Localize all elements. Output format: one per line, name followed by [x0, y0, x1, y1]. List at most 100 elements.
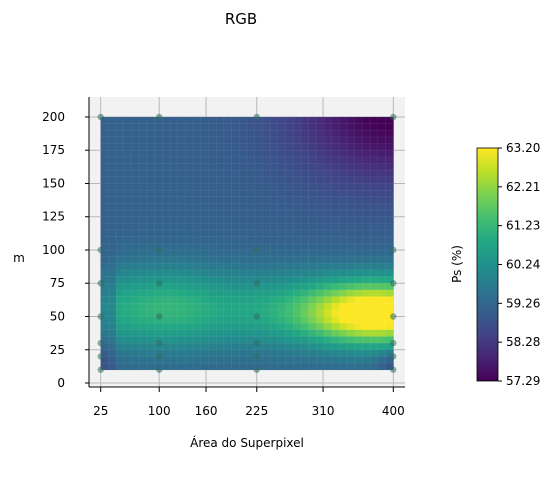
- heatmap-cell: [362, 203, 371, 211]
- heatmap-cell: [246, 150, 256, 158]
- heatmap-cell: [169, 289, 179, 298]
- heatmap-cell: [123, 143, 133, 151]
- heatmap-cell: [293, 356, 302, 364]
- heatmap-cell: [346, 349, 356, 357]
- heatmap-cell: [115, 156, 125, 165]
- heatmap-cell: [231, 269, 240, 278]
- heatmap-cell: [277, 362, 287, 371]
- heatmap-cell: [162, 130, 171, 138]
- heatmap-cell: [100, 223, 109, 231]
- heatmap-cell: [293, 223, 302, 231]
- heatmap-cell: [239, 302, 248, 311]
- colorbar-tick-label: 59.26: [506, 296, 540, 310]
- heatmap-cell: [100, 183, 109, 191]
- heatmap-cell: [138, 143, 148, 151]
- heatmap-cell: [239, 196, 248, 204]
- heatmap-cell: [223, 183, 233, 191]
- heatmap-cell: [300, 309, 310, 318]
- heatmap-cell: [323, 183, 333, 191]
- heatmap-cell: [254, 256, 263, 264]
- heatmap-cell: [285, 316, 294, 324]
- heatmap-cell: [123, 229, 133, 238]
- heatmap-cell: [362, 276, 371, 284]
- colorbar: 57.29 58.28 59.26 60.24 61.23 62.21 63.20 Ps (…: [450, 141, 540, 388]
- heatmap-cell: [277, 236, 287, 244]
- heatmap-cell: [146, 263, 156, 271]
- heatmap-cell: [354, 243, 364, 251]
- heatmap-cell: [131, 336, 140, 344]
- heatmap-cell: [316, 143, 325, 151]
- heatmap-cell: [100, 130, 109, 138]
- y-axis-label: m: [13, 251, 25, 265]
- heatmap-cell: [185, 362, 194, 371]
- heatmap-cell: [323, 123, 333, 131]
- heatmap-cell: [131, 163, 140, 171]
- heatmap-cell: [208, 316, 217, 324]
- heatmap-cell: [377, 349, 387, 357]
- heatmap-cell: [192, 249, 202, 258]
- heatmap-cell: [108, 356, 117, 364]
- heatmap-cell: [200, 329, 210, 337]
- heatmap-cell: [223, 223, 233, 231]
- heatmap-cell: [231, 263, 240, 271]
- heatmap-cell: [108, 163, 117, 171]
- heatmap-cell: [115, 223, 125, 231]
- heatmap-cell: [215, 289, 225, 298]
- heatmap-cell: [115, 329, 125, 337]
- heatmap-cell: [154, 209, 163, 218]
- heatmap-cell: [115, 163, 125, 171]
- heatmap-cell: [308, 283, 317, 291]
- heatmap-cell: [138, 342, 148, 351]
- heatmap-cell: [231, 336, 240, 344]
- heatmap-cell: [269, 176, 279, 185]
- heatmap-cell: [377, 169, 387, 178]
- heatmap-cell: [115, 203, 125, 211]
- heatmap-cell: [200, 130, 210, 138]
- heatmap-cell: [331, 249, 340, 258]
- heatmap-cell: [316, 283, 325, 291]
- heatmap-cell: [123, 336, 133, 344]
- heatmap-cell: [377, 283, 387, 291]
- heatmap-cell: [208, 123, 217, 131]
- heatmap-cell: [146, 296, 156, 304]
- heatmap-cell: [200, 136, 210, 145]
- heatmap-cell: [331, 309, 340, 318]
- heatmap-cell: [239, 163, 248, 171]
- heatmap-cell: [262, 229, 271, 238]
- heatmap-cell: [277, 316, 287, 324]
- heatmap-cell: [362, 283, 371, 291]
- heatmap-cell: [362, 336, 371, 344]
- heatmap-cell: [246, 269, 256, 278]
- heatmap-cell: [146, 156, 156, 165]
- heatmap-cell: [262, 223, 271, 231]
- heatmap-cell: [123, 342, 133, 351]
- heatmap-cell: [377, 209, 387, 218]
- heatmap-cell: [138, 322, 148, 331]
- heatmap-cell: [169, 269, 179, 278]
- heatmap-cell: [331, 269, 340, 278]
- heatmap-cell: [115, 256, 125, 264]
- heatmap-cell: [108, 156, 117, 165]
- heatmap-cell: [131, 236, 140, 244]
- heatmap-cell: [192, 123, 202, 131]
- heatmap-cell: [323, 336, 333, 344]
- heatmap-cell: [331, 189, 340, 198]
- heatmap-cell: [115, 322, 125, 331]
- heatmap-cell: [169, 263, 179, 271]
- heatmap-cell: [138, 163, 148, 171]
- heatmap-cell: [115, 136, 125, 145]
- heatmap-cell: [239, 176, 248, 185]
- heatmap-cell: [185, 296, 194, 304]
- heatmap-cell: [154, 150, 163, 158]
- heatmap-cell: [115, 183, 125, 191]
- heatmap-cell: [323, 203, 333, 211]
- heatmap-cell: [208, 196, 217, 204]
- heatmap-cell: [285, 349, 294, 357]
- heatmap-cell: [285, 203, 294, 211]
- heatmap-cell: [316, 183, 325, 191]
- heatmap-cell: [138, 183, 148, 191]
- heatmap-cell: [285, 123, 294, 131]
- heatmap-cell: [177, 302, 186, 311]
- heatmap-cell: [285, 130, 294, 138]
- heatmap-cell: [331, 336, 340, 344]
